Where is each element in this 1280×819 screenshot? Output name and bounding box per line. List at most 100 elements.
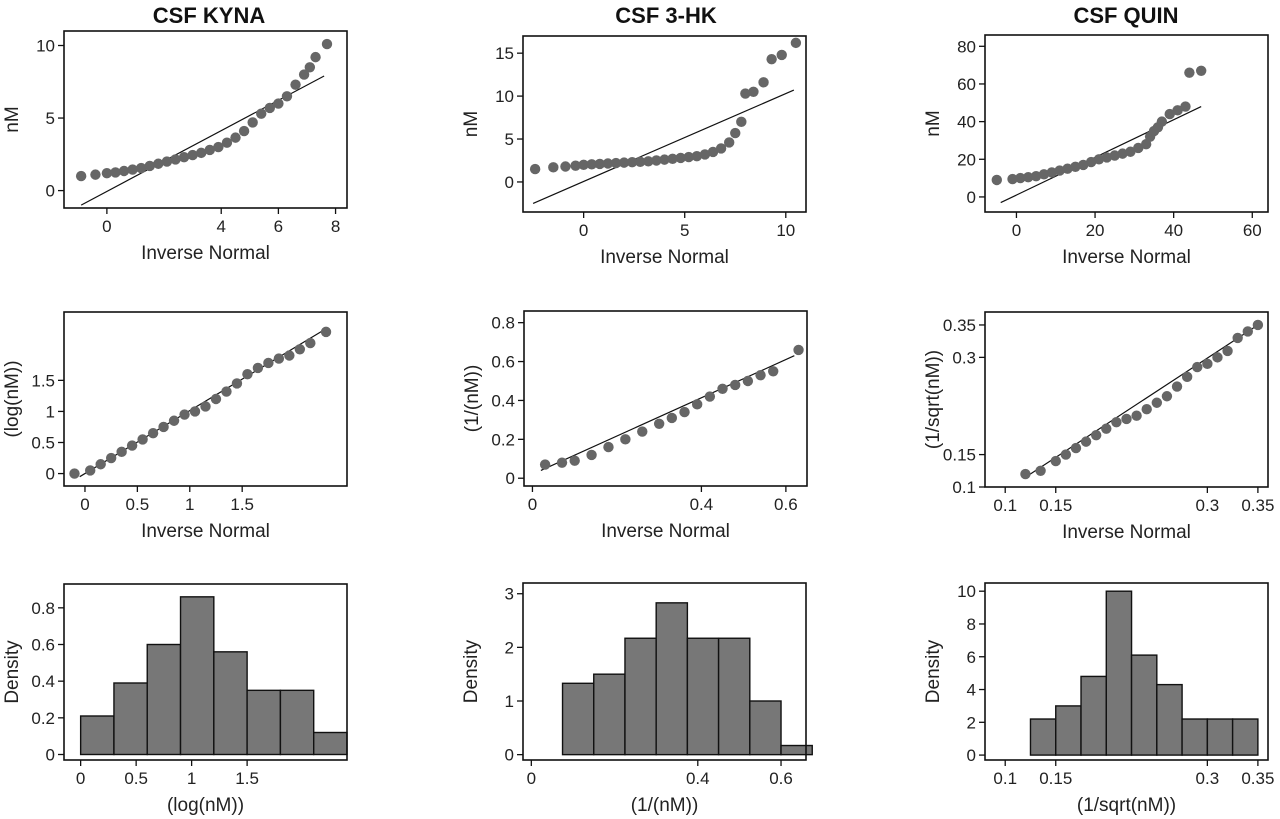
data-point (304, 62, 316, 73)
data-point (1050, 455, 1061, 467)
data-point (1085, 156, 1097, 168)
data-point (1080, 436, 1092, 447)
x-tick-label: 0.35 (1241, 496, 1274, 515)
data-point (252, 362, 264, 374)
y-axis-label: (log(nM)) (2, 360, 23, 437)
x-tick-label: 0 (76, 769, 85, 788)
y-tick-label: 8 (967, 615, 976, 634)
data-point (281, 91, 293, 102)
data-point (1090, 429, 1102, 441)
data-point (539, 459, 551, 470)
data-point (273, 353, 285, 364)
y-tick-label: 0.4 (491, 391, 515, 410)
data-point (105, 452, 117, 464)
data-point (1054, 165, 1065, 176)
data-point (560, 161, 571, 172)
x-tick-label: 1.5 (230, 495, 254, 514)
y-tick-label: 0 (506, 469, 515, 488)
data-point (651, 155, 662, 166)
data-point (213, 141, 224, 153)
chart-panel-4: 0 0.5 1 1.5 0 0.5 1 1.5 Inverse Normal (log(nM)) (2, 311, 348, 542)
x-axis-label: Inverse Normal (1062, 522, 1191, 543)
histogram-bar (1105, 590, 1133, 756)
y-tick-label: 0.5 (31, 434, 55, 453)
plot-frame (984, 34, 1269, 213)
data-point (586, 159, 597, 170)
data-point (200, 401, 211, 412)
data-point (1180, 101, 1191, 112)
plot-frame (522, 35, 807, 213)
plot-frame (984, 582, 1269, 761)
x-axis-label: Inverse Normal (141, 521, 270, 542)
histogram-bar (780, 744, 813, 756)
y-axis-label: Density (461, 639, 482, 703)
data-point (153, 158, 164, 169)
data-point (118, 165, 130, 177)
data-point (1070, 161, 1081, 173)
x-tick-label: 1.5 (235, 769, 259, 788)
data-point (569, 455, 580, 466)
x-tick-label: 0.1 (993, 769, 1017, 788)
data-point (1131, 410, 1142, 421)
x-tick-label: 0.5 (126, 495, 150, 514)
data-point (137, 434, 148, 445)
y-tick-label: 0 (46, 182, 55, 201)
x-tick-label: 10 (776, 221, 795, 240)
plot-frame (63, 30, 348, 209)
x-tick-label: 1 (185, 495, 194, 514)
y-tick-label: 2 (505, 638, 514, 657)
data-point (991, 174, 1002, 186)
x-tick-label: 40 (1164, 221, 1183, 240)
data-point (116, 446, 127, 458)
y-tick-label: 1.5 (31, 371, 55, 390)
y-tick-label: 5 (505, 130, 514, 149)
x-tick-label: 0 (528, 495, 537, 514)
data-point (667, 153, 678, 164)
histogram-bar (1181, 718, 1209, 756)
data-point (1192, 361, 1203, 373)
data-point (168, 415, 180, 426)
data-point (1195, 65, 1207, 76)
x-tick-label: 60 (1243, 221, 1262, 240)
y-tick-label: 6 (967, 648, 976, 667)
data-point (179, 409, 190, 420)
chart-panel-8: 0 0.4 0.6 0 1 2 3 (1/(nM)) Density (461, 582, 813, 816)
data-point (683, 151, 694, 163)
x-tick-label: 20 (1086, 221, 1105, 240)
data-point (187, 149, 198, 161)
y-tick-label: 1 (46, 402, 55, 421)
data-point (1164, 108, 1175, 120)
y-tick-label: 4 (967, 681, 976, 700)
data-point (1212, 352, 1223, 363)
y-tick-label: 0.8 (491, 314, 515, 333)
data-point (723, 137, 735, 148)
data-point (1232, 332, 1243, 344)
data-point (90, 169, 101, 180)
data-point (161, 156, 173, 167)
y-axis-label: (1/(nM)) (462, 365, 483, 433)
data-point (127, 164, 138, 175)
data-point (1222, 345, 1233, 357)
x-tick-label: 0.4 (690, 495, 714, 514)
data-point (602, 158, 614, 169)
y-tick-label: 0 (46, 746, 55, 765)
data-point (1171, 381, 1183, 392)
data-point (204, 144, 215, 156)
x-axis-label: Inverse Normal (141, 243, 270, 264)
data-point (610, 157, 622, 169)
data-point (643, 156, 654, 167)
x-axis-label: Inverse Normal (601, 521, 730, 542)
data-point (1121, 413, 1132, 425)
data-point (1161, 391, 1173, 402)
histogram-bar (655, 602, 689, 756)
data-point (776, 49, 787, 61)
y-tick-label: 0.6 (31, 636, 55, 655)
histogram-bar (1231, 718, 1259, 756)
x-tick-label: 6 (274, 217, 283, 236)
data-point (679, 406, 690, 418)
data-point (635, 156, 646, 167)
data-point (653, 418, 665, 429)
data-point (556, 457, 568, 468)
data-point (263, 357, 274, 369)
x-axis-label: (1/(nM)) (631, 795, 699, 816)
